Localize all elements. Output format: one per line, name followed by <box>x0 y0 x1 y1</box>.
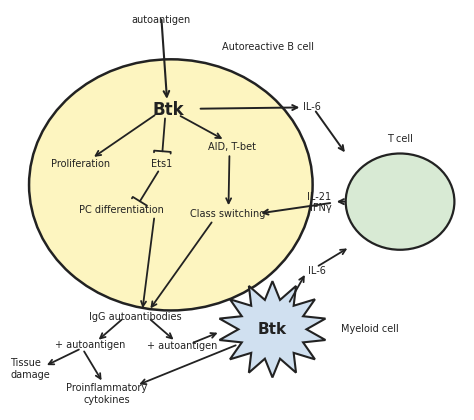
Text: IL-6: IL-6 <box>303 102 321 113</box>
Text: autoantigen: autoantigen <box>132 16 191 25</box>
Text: Class switching: Class switching <box>190 209 265 219</box>
Text: AID, T-bet: AID, T-bet <box>208 142 256 152</box>
Text: IgG autoantibodies: IgG autoantibodies <box>89 312 182 322</box>
Text: + autoantigen: + autoantigen <box>147 341 218 351</box>
Text: Tissue
damage: Tissue damage <box>10 358 50 380</box>
Text: Autoreactive B cell: Autoreactive B cell <box>222 42 314 52</box>
Text: Ets1: Ets1 <box>151 159 172 169</box>
Text: Btk: Btk <box>258 322 287 337</box>
Text: + autoantigen: + autoantigen <box>55 340 126 350</box>
Text: IL-6: IL-6 <box>308 266 326 276</box>
Text: Myeloid cell: Myeloid cell <box>341 324 399 334</box>
Text: Proliferation: Proliferation <box>51 159 109 169</box>
Text: IL-21: IL-21 <box>308 192 331 202</box>
Text: IFNγ: IFNγ <box>310 203 331 213</box>
Text: Btk: Btk <box>153 100 184 118</box>
Circle shape <box>29 59 313 310</box>
Polygon shape <box>219 281 326 378</box>
Text: Proinflammatory
cytokines: Proinflammatory cytokines <box>66 383 147 405</box>
Text: PC differentiation: PC differentiation <box>79 205 164 215</box>
Circle shape <box>346 153 455 250</box>
Text: T cell: T cell <box>387 134 413 144</box>
